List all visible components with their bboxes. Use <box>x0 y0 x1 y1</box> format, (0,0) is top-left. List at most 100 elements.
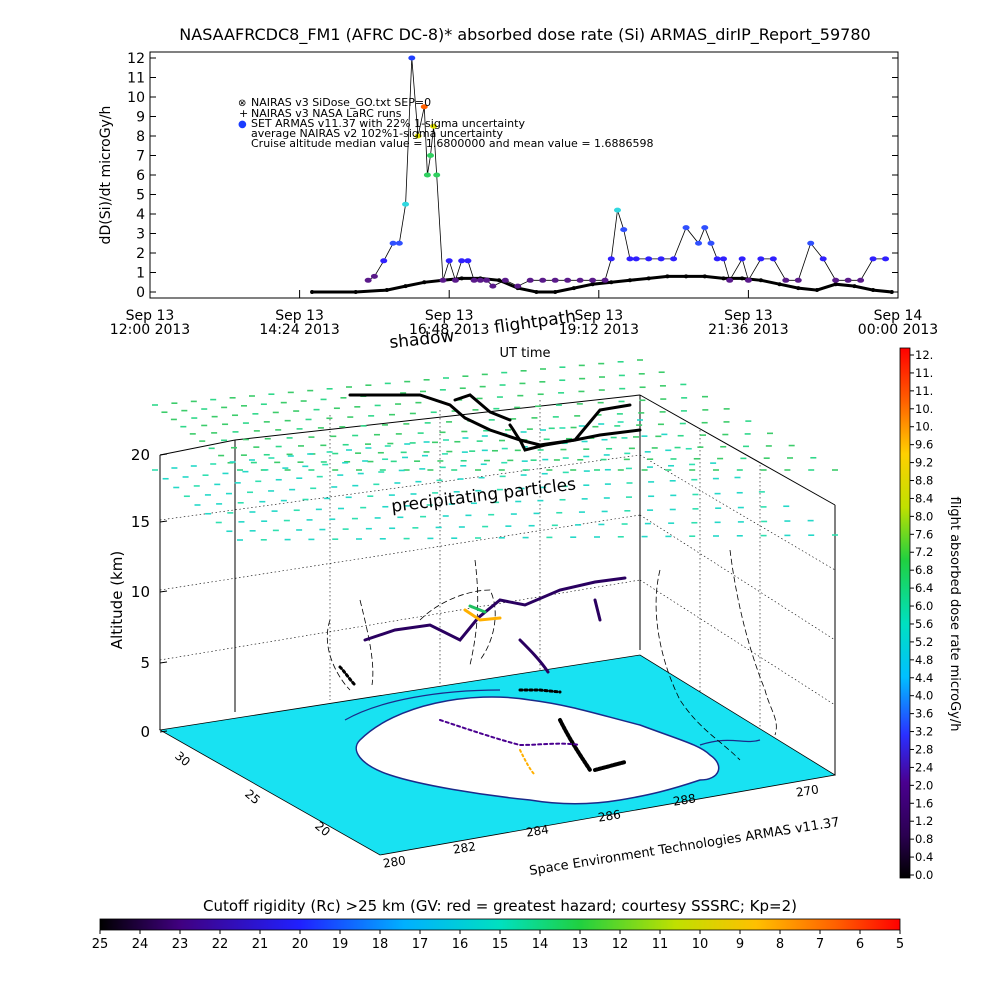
y-tick-label: 10 <box>127 90 145 106</box>
z-tick-label: 20 <box>131 446 150 464</box>
colorbar-tick-label: 25 <box>92 937 109 952</box>
armas-point <box>427 153 434 158</box>
armas-point <box>380 258 388 264</box>
land-mass <box>355 696 720 805</box>
flight-path-top-projection <box>348 393 642 452</box>
longitude-tick-label: 288 <box>672 791 697 808</box>
legend-symbol: + <box>239 107 248 120</box>
colorbar-tick-label: 10. <box>915 420 933 434</box>
nairas-point <box>571 286 576 291</box>
series-line-armas <box>367 57 886 287</box>
z-tick-label: 5 <box>140 654 150 672</box>
armas-point <box>551 277 559 283</box>
colorbar-tick-label: 8 <box>776 937 784 952</box>
y-tick-label: 4 <box>136 207 145 223</box>
dose-rate-colorbar <box>899 347 911 879</box>
longitude-tick-label: 280 <box>382 853 407 870</box>
legend-symbol: ⊗ <box>238 98 246 109</box>
coastline <box>344 689 761 746</box>
legend: ⊗ NAIRAS v3 SiDose_GO.txt SEP=0 + NAIRAS… <box>238 96 654 150</box>
armas-point <box>819 256 827 262</box>
armas-point <box>433 172 441 178</box>
armas-point <box>632 256 640 262</box>
armas-point <box>439 277 447 283</box>
z-tick-label: 0 <box>140 723 150 741</box>
longitude-axis: 280 282 284 286 288 270 <box>382 782 820 870</box>
nairas-point <box>702 274 707 279</box>
colorbar-tick-label: 5 <box>896 937 904 952</box>
y-tick-label: 3 <box>136 227 145 243</box>
colorbar-tick-label: 4.0 <box>915 689 933 703</box>
armas-point <box>501 277 509 283</box>
armas-point <box>695 240 703 246</box>
colorbar-tick-label: 9.2 <box>915 456 933 470</box>
colorbar-tick-label: 2.8 <box>915 742 933 756</box>
longitude-tick-label: 282 <box>452 839 477 856</box>
armas-point <box>526 277 534 283</box>
nairas-point <box>889 290 894 294</box>
cutoff-rigidity-colorbar-label: Cutoff rigidity (Rc) >25 km (GV: red = g… <box>203 897 797 915</box>
colorbar-tick-label: 1.6 <box>915 796 933 810</box>
colorbar-tick-label: 6.0 <box>915 599 933 613</box>
legend-symbol: ● <box>238 119 247 130</box>
latitude-tick-label: 30 <box>172 749 193 770</box>
armas-point <box>470 277 478 283</box>
colorbar-tick-label: 6.4 <box>915 581 933 595</box>
flight-path-3d <box>338 576 627 776</box>
armas-point <box>713 256 721 262</box>
armas-point <box>882 256 890 262</box>
z-tick-mark <box>159 661 168 664</box>
top-plot-frame <box>149 51 899 299</box>
colorbar-tick-label: 4.8 <box>915 653 933 667</box>
nairas-point <box>590 282 595 287</box>
top-plot-area <box>310 55 894 294</box>
armas-point <box>757 256 765 262</box>
colorbar-tick-label: 11 <box>652 937 669 952</box>
armas-point <box>564 277 572 283</box>
flight-shadow-curtains <box>326 549 777 761</box>
colorbar-tick-label: 0.4 <box>915 850 933 864</box>
colorbar-tick-label: 14 <box>532 937 549 952</box>
armas-point <box>539 277 547 283</box>
legend-entry: NAIRAS v3 SiDose_GO.txt SEP=0 <box>251 96 431 109</box>
top-y-axis-label: dD(Si)/dt microGy/h <box>98 106 114 245</box>
armas-point <box>370 273 378 279</box>
colorbar-tick-label: 18 <box>372 937 389 952</box>
x-tick-label: 00:00 2013 <box>858 322 938 338</box>
armas-point <box>794 277 802 283</box>
armas-point <box>614 207 621 213</box>
armas-point <box>832 277 840 283</box>
y-tick-label: 7 <box>136 149 145 165</box>
x-tick-label: 19:12 2013 <box>559 322 639 338</box>
z-tick-label: 10 <box>131 583 150 601</box>
colorbar-tick-label: 15 <box>492 937 509 952</box>
armas-point <box>719 256 727 262</box>
colorbar-tick-label: 9.6 <box>915 438 933 452</box>
latitude-tick-label: 25 <box>242 787 263 808</box>
armas-point <box>445 258 453 264</box>
y-tick-label: 9 <box>136 110 145 126</box>
colorbar-tick-label: 19 <box>332 937 349 952</box>
altitude-axis: 0 5 10 15 20 <box>131 446 168 741</box>
nairas-point <box>384 288 389 293</box>
y-tick-label: 11 <box>127 71 145 87</box>
armas-point <box>576 277 584 283</box>
nairas-point <box>497 278 502 283</box>
3d-grid <box>159 400 836 735</box>
armas-point <box>476 277 484 283</box>
y-tick-label: 8 <box>136 129 145 145</box>
y-tick-label: 0 <box>136 285 145 301</box>
series-line-nairas <box>312 274 892 294</box>
armas-point <box>857 277 865 283</box>
nairas-point <box>833 282 838 287</box>
armas-point <box>414 133 422 139</box>
longitude-tick-label: 284 <box>525 822 550 839</box>
colorbar-tick-label: 5.2 <box>915 635 933 649</box>
x-tick-label: Sep 14 <box>874 308 923 324</box>
x-tick-label: Sep 13 <box>724 308 773 324</box>
legend-entry: SET ARMAS v11.37 with 22% 1-sigma uncert… <box>251 117 525 130</box>
y-tick-label: 5 <box>136 188 145 204</box>
colorbar-tick-label: 1.2 <box>915 814 933 828</box>
armas-point <box>389 240 397 246</box>
